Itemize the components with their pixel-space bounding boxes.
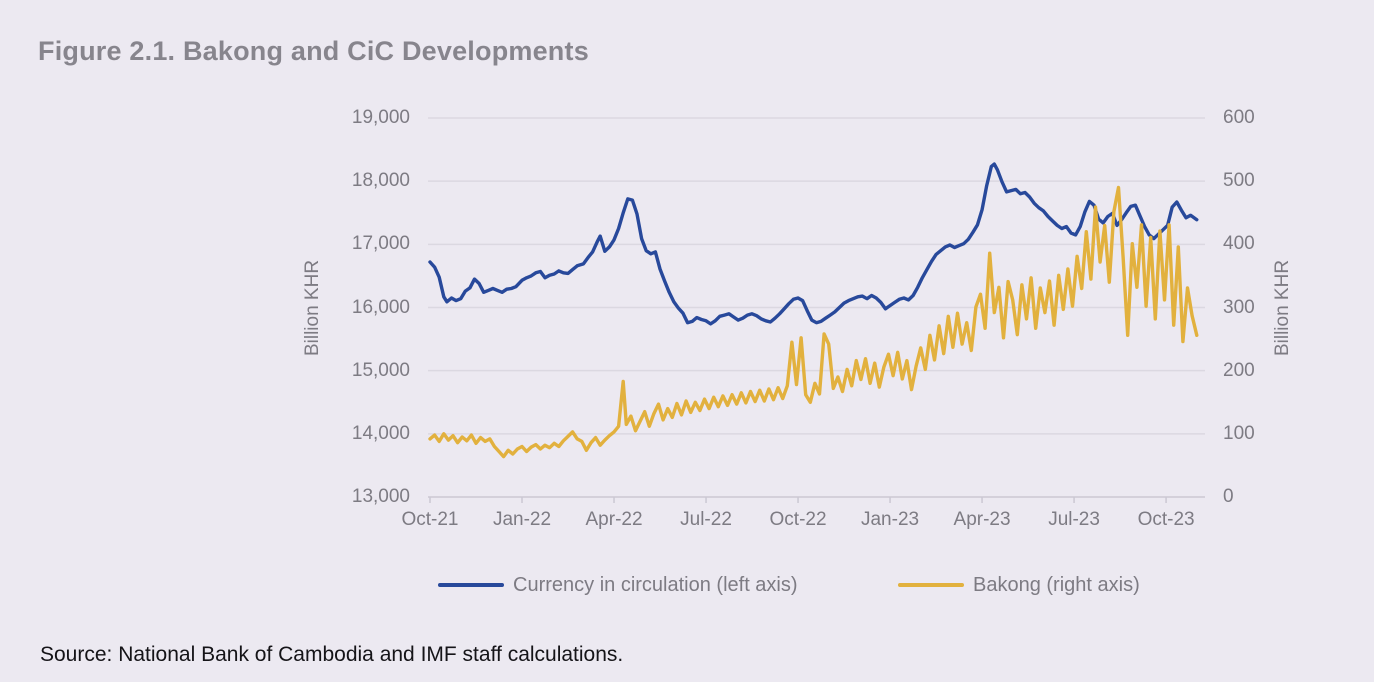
left-axis-tick-label: 14,000: [351, 422, 410, 444]
right-axis-tick-label: 400: [1223, 233, 1255, 255]
bakong-line: [428, 185, 1199, 459]
left-axis-tick-label: 13,000: [351, 486, 410, 507]
right-axis-tick-label: 0: [1223, 486, 1234, 507]
left-axis-tick-label: 18,000: [351, 170, 410, 192]
x-axis-tick-label: Oct-22: [769, 509, 827, 530]
cic-line-swatch: [438, 583, 504, 587]
legend-label-bakong: Bakong (right axis): [973, 573, 1140, 596]
right-axis-tick-label: 500: [1223, 170, 1255, 192]
right-axis-tick-label: 300: [1223, 296, 1255, 318]
x-axis-tick-label: Apr-23: [953, 509, 1011, 530]
right-axis-title: Billion KHR: [1272, 259, 1293, 357]
legend-item-cic: Currency in circulation (left axis): [438, 571, 798, 599]
cic-line: [428, 162, 1199, 326]
right-axis-tick-label: 100: [1223, 422, 1255, 444]
x-axis-tick-label: Jul-22: [680, 509, 732, 530]
x-axis-tick-label: Oct-23: [1137, 509, 1195, 530]
right-axis-tick-label: 600: [1223, 107, 1255, 128]
left-axis-tick-label: 16,000: [351, 296, 410, 318]
x-axis-tick-label: Jul-23: [1048, 509, 1100, 530]
legend-item-bakong: Bakong (right axis): [898, 571, 1140, 599]
chart-legend: Currency in circulation (left axis) Bako…: [0, 571, 1374, 601]
x-axis-tick-label: Apr-22: [585, 509, 643, 530]
x-axis-tick-label: Oct-21: [401, 509, 459, 530]
left-axis-tick-label: 17,000: [351, 233, 410, 255]
x-axis-tick-label: Jan-22: [492, 509, 552, 530]
left-axis-tick-label: 15,000: [351, 359, 410, 381]
x-axis-tick-label: Jan-23: [860, 509, 920, 530]
left-axis-tick-label: 19,000: [351, 107, 410, 128]
bakong-line-swatch: [898, 583, 964, 587]
left-axis-title: Billion KHR: [302, 259, 323, 357]
legend-label-cic: Currency in circulation (left axis): [513, 573, 798, 596]
source-note: Source: National Bank of Cambodia and IM…: [40, 643, 624, 666]
figure-title: Figure 2.1. Bakong and CiC Developments: [38, 36, 589, 66]
right-axis-tick-label: 200: [1223, 359, 1255, 381]
